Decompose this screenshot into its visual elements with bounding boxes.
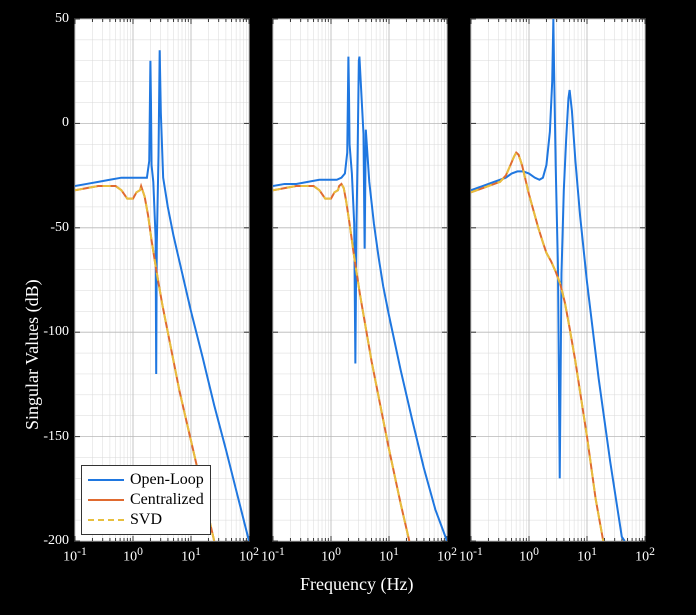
xtick: 101 — [577, 545, 597, 566]
legend: Open-Loop Centralized SVD — [81, 465, 211, 535]
figure: Singular Values (dB) 50 0 -50 -100 -150 … — [0, 0, 696, 615]
plot-svg-3 — [471, 19, 645, 541]
xtick: 101 — [181, 545, 201, 566]
axes-panel-3: 10-1 100 101 102 — [470, 18, 646, 542]
plot-svg-1 — [75, 19, 249, 541]
axes-panel-1: 50 0 -50 -100 -150 -200 10-1 100 101 102… — [74, 18, 250, 542]
legend-item-open-loop: Open-Loop — [88, 470, 204, 490]
legend-label: Open-Loop — [130, 470, 204, 490]
xtick: 100 — [123, 545, 143, 566]
axes-panel-2: 10-1 100 101 102 — [272, 18, 448, 542]
xtick: 10-1 — [459, 545, 483, 566]
legend-label: SVD — [130, 510, 162, 530]
xtick: 102 — [437, 545, 457, 566]
ytick: 50 — [55, 11, 69, 27]
xtick: 102 — [239, 545, 259, 566]
ytick: -50 — [50, 220, 69, 236]
legend-swatch-svd — [88, 519, 124, 521]
legend-swatch-centralized — [88, 499, 124, 501]
xtick: 101 — [379, 545, 399, 566]
xtick: 100 — [321, 545, 341, 566]
legend-label: Centralized — [130, 490, 204, 510]
legend-item-centralized: Centralized — [88, 490, 204, 510]
xtick: 100 — [519, 545, 539, 566]
ytick: -100 — [43, 324, 69, 340]
xtick: 10-1 — [63, 545, 87, 566]
plot-svg-2 — [273, 19, 447, 541]
legend-item-svd: SVD — [88, 510, 204, 530]
legend-swatch-open-loop — [88, 479, 124, 481]
x-axis-label: Frequency (Hz) — [300, 574, 413, 595]
ytick: -150 — [43, 429, 69, 445]
xtick: 102 — [635, 545, 655, 566]
ytick: 0 — [62, 115, 69, 131]
y-axis-label: Singular Values (dB) — [22, 279, 43, 430]
xtick: 10-1 — [261, 545, 285, 566]
